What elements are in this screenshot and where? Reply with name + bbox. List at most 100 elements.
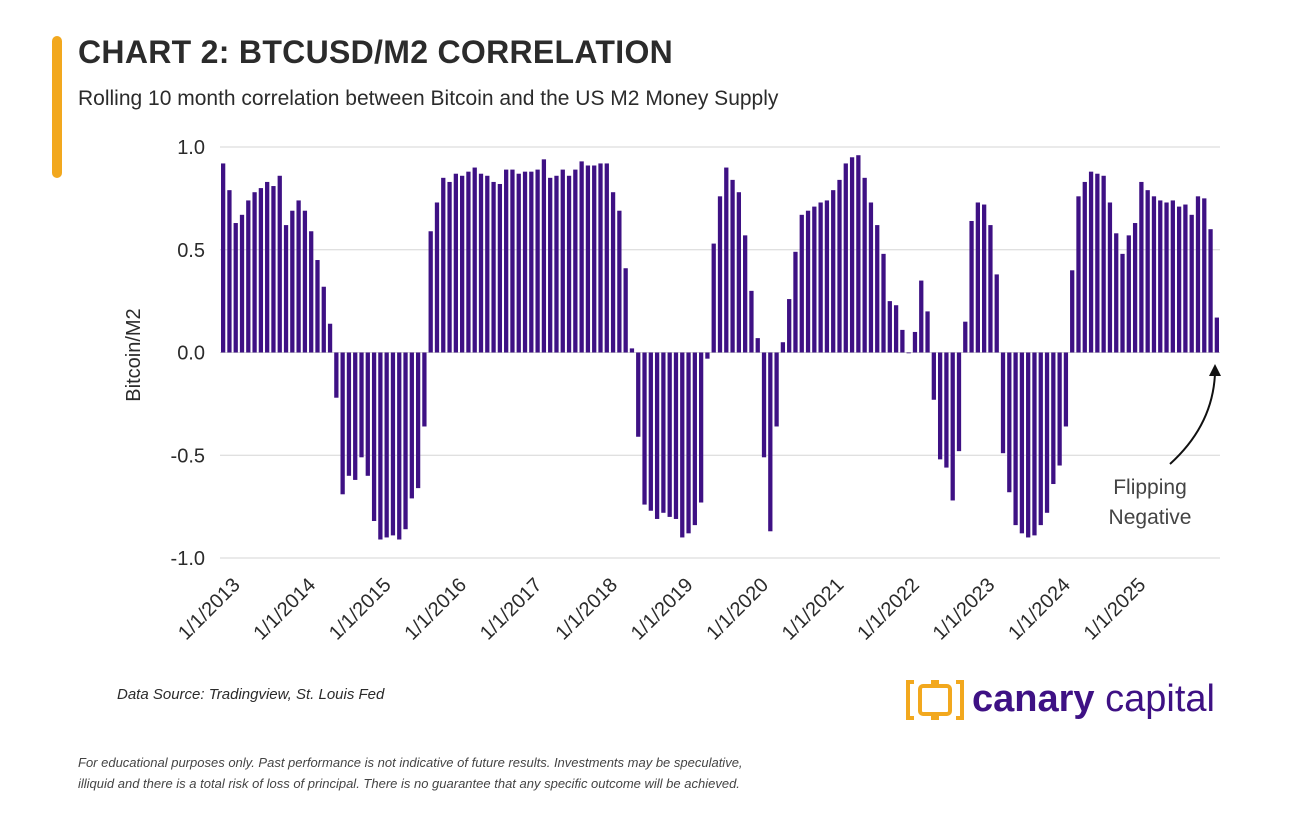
x-tick-label: 1/1/2023 (929, 574, 1000, 645)
bar (497, 183, 503, 353)
title-accent-bar (52, 36, 62, 178)
bar (478, 173, 484, 353)
y-tick-label: 0.0 (177, 343, 205, 365)
bar (724, 167, 729, 353)
bar (931, 352, 936, 400)
bar (736, 192, 742, 353)
bar (698, 352, 704, 503)
bar (1070, 270, 1075, 353)
x-tick-label: 1/1/2015 (325, 574, 396, 645)
bar (1189, 214, 1194, 353)
bar (919, 280, 924, 353)
bar (982, 204, 987, 353)
bar (1076, 196, 1081, 353)
bar (227, 190, 232, 353)
bar (422, 352, 427, 427)
bar (378, 352, 383, 540)
bar (592, 165, 597, 353)
bar (441, 177, 446, 353)
bar (768, 352, 773, 532)
bar (466, 171, 471, 353)
bar (680, 352, 685, 538)
logo-word-capital: capital (1105, 678, 1215, 720)
bar (1038, 352, 1043, 526)
bar-series (221, 155, 1219, 540)
bar (371, 352, 377, 522)
bar (617, 210, 622, 353)
disclaimer-line-1: For educational purposes only. Past perf… (78, 755, 743, 770)
x-tick-label: 1/1/2016 (400, 574, 471, 645)
bar (566, 175, 572, 353)
bar (1120, 253, 1125, 353)
bar (893, 305, 899, 353)
bar (252, 192, 257, 353)
bar (824, 200, 830, 353)
bar (1088, 171, 1094, 353)
bar (522, 171, 528, 353)
bar (1000, 352, 1006, 454)
bar (415, 352, 421, 489)
bar (642, 352, 647, 505)
bar (1170, 200, 1175, 353)
bar (258, 188, 264, 353)
bar (623, 268, 628, 353)
bar (654, 352, 660, 519)
bar (529, 171, 534, 353)
bar (365, 352, 370, 476)
x-tick-label: 1/1/2022 (853, 574, 924, 645)
logo-wordmark: canary capital (972, 678, 1215, 721)
bar (409, 352, 414, 499)
canary-logo-icon (906, 680, 964, 720)
bar (384, 352, 389, 538)
bar (548, 177, 553, 353)
bar (604, 163, 609, 353)
bar (717, 196, 723, 353)
bar (774, 352, 779, 427)
bar (818, 202, 823, 353)
bar (1032, 352, 1037, 536)
bar (296, 200, 301, 353)
bar (1164, 202, 1169, 353)
bar (956, 352, 962, 452)
bar (843, 163, 848, 353)
bar (359, 352, 364, 458)
bar (1126, 235, 1131, 353)
bar (837, 179, 842, 353)
bar (541, 159, 547, 353)
bar (1145, 190, 1150, 353)
x-axis-ticks: 1/1/2013 1/1/2014 1/1/2015 1/1/2016 1/1/2017… (174, 574, 1150, 645)
bar (963, 321, 968, 353)
bar (1139, 181, 1144, 353)
bar (988, 225, 993, 353)
bar (1208, 229, 1213, 353)
bar (925, 311, 930, 353)
bar (636, 352, 641, 437)
canary-capital-logo: canary capital (900, 676, 1245, 726)
bar (1063, 352, 1069, 427)
bar (648, 352, 653, 511)
annotation-arrowhead (1209, 364, 1221, 376)
bar (812, 206, 817, 353)
bar (221, 163, 226, 353)
bar (1132, 223, 1138, 353)
bar (856, 155, 861, 353)
bar (1007, 352, 1012, 493)
x-tick-label: 1/1/2017 (476, 574, 547, 645)
x-tick-label: 1/1/2021 (778, 574, 849, 645)
bar (881, 253, 886, 353)
bar (579, 161, 584, 353)
bar (1051, 352, 1056, 485)
bar (334, 352, 339, 398)
bar (831, 190, 836, 353)
bar (793, 251, 798, 353)
bar (1044, 352, 1050, 513)
data-source: Data Source: Tradingview, St. Louis Fed (117, 686, 385, 703)
bar (453, 173, 458, 353)
bar (761, 352, 767, 458)
bar (598, 163, 603, 353)
x-tick-label: 1/1/2025 (1080, 574, 1151, 645)
bar (353, 352, 358, 480)
bar (491, 181, 496, 353)
disclaimer: For educational purposes only. Past perf… (78, 752, 978, 794)
bar (805, 210, 811, 353)
